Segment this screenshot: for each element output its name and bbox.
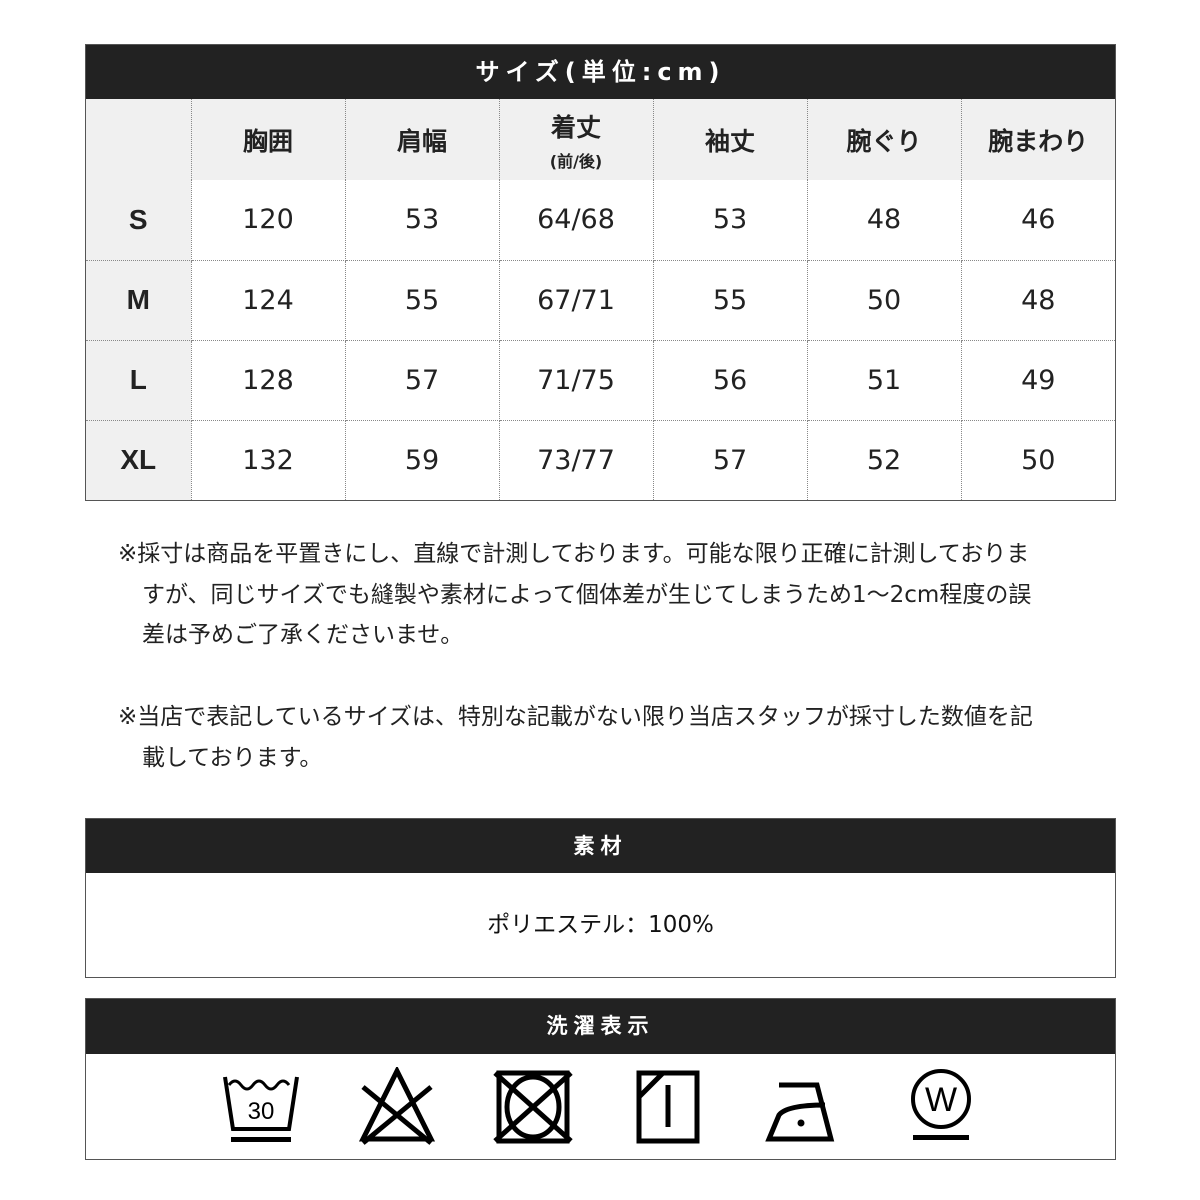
wet-clean-gentle-icon: W xyxy=(910,1069,971,1140)
material-title: 素材 xyxy=(86,819,1115,873)
wet-clean-letter: W xyxy=(924,1081,956,1119)
measurement-cell: 59 xyxy=(344,419,500,500)
measurement-cell: 120 xyxy=(190,180,346,261)
header-row: 胸囲 肩幅 着丈 (前/後) 袖丈 腕ぐり 腕まわり xyxy=(86,99,1115,180)
measurement-cell: 56 xyxy=(652,339,808,421)
material-value: ポリエステル：100% xyxy=(487,912,714,938)
size-row-m: M 124 55 67/71 55 50 48 xyxy=(86,259,1115,341)
iron-low-icon xyxy=(764,1082,834,1142)
size-row-xl: XL 132 59 73/77 57 52 50 xyxy=(86,419,1115,500)
size-label: L xyxy=(86,339,192,421)
note-text: ※当店で表記しているサイズは、特別な記載がない限り当店スタッフが採寸した数値を記… xyxy=(118,704,1033,771)
header-cell: 着丈 (前/後) xyxy=(498,99,654,180)
measurement-cell: 124 xyxy=(190,259,346,341)
wash-30-gentle-icon: 30 xyxy=(222,1076,299,1142)
size-label: S xyxy=(86,180,192,261)
care-section: 洗濯表示 30 W xyxy=(85,998,1116,1160)
measurement-cell: 55 xyxy=(652,259,808,341)
wash-temp: 30 xyxy=(247,1098,274,1125)
header-label: 着丈 xyxy=(550,112,601,142)
measurement-cell: 128 xyxy=(190,339,346,421)
measurement-cell: 51 xyxy=(806,339,962,421)
measurement-cell: 46 xyxy=(960,180,1115,261)
header-sub: (前/後) xyxy=(549,151,603,171)
measurement-cell: 50 xyxy=(806,259,962,341)
measurement-cell: 50 xyxy=(960,419,1115,500)
size-label: M xyxy=(86,259,192,341)
measurement-cell: 48 xyxy=(806,180,962,261)
line-dry-shade-icon xyxy=(636,1070,699,1144)
measurement-cell: 71/75 xyxy=(498,339,654,421)
size-table: サイズ(単位:cm) 胸囲 肩幅 着丈 (前/後) 袖丈 腕ぐり 腕まわり S 12… xyxy=(85,44,1116,501)
measurement-cell: 49 xyxy=(960,339,1115,421)
measurement-cell: 52 xyxy=(806,419,962,500)
measurement-cell: 64/68 xyxy=(498,180,654,261)
note-2: ※当店で表記しているサイズは、特別な記載がない限り当店スタッフが採寸した数値を記… xyxy=(118,697,1048,778)
measurement-cell: 73/77 xyxy=(498,419,654,500)
header-cell: 袖丈 xyxy=(652,99,808,180)
measurement-cell: 67/71 xyxy=(498,259,654,341)
size-table-title: サイズ(単位:cm) xyxy=(86,45,1115,99)
measurement-cell: 53 xyxy=(344,180,500,261)
header-cell: 肩幅 xyxy=(344,99,500,180)
size-row-s: S 120 53 64/68 53 48 46 xyxy=(86,180,1115,261)
header-cell: 胸囲 xyxy=(190,99,346,180)
header-cell: 腕まわり xyxy=(960,99,1115,180)
measurement-cell: 57 xyxy=(344,339,500,421)
header-cell: 腕ぐり xyxy=(806,99,962,180)
material-section: 素材 ポリエステル：100% xyxy=(85,818,1116,978)
measurement-cell: 53 xyxy=(652,180,808,261)
note-text: ※採寸は商品を平置きにし、直線で計測しております。可能な限り正確に計測しておりま… xyxy=(118,541,1032,648)
no-tumble-dry-icon xyxy=(492,1070,573,1144)
measurement-cell: 132 xyxy=(190,419,346,500)
corner-cell xyxy=(86,99,192,180)
size-label: XL xyxy=(86,419,192,500)
size-row-l: L 128 57 71/75 56 51 49 xyxy=(86,339,1115,421)
measurement-cell: 55 xyxy=(344,259,500,341)
note-1: ※採寸は商品を平置きにし、直線で計測しております。可能な限り正確に計測しておりま… xyxy=(118,534,1048,656)
measurement-cell: 57 xyxy=(652,419,808,500)
care-title: 洗濯表示 xyxy=(86,999,1115,1054)
no-bleach-icon xyxy=(358,1067,435,1145)
measurement-cell: 48 xyxy=(960,259,1115,341)
